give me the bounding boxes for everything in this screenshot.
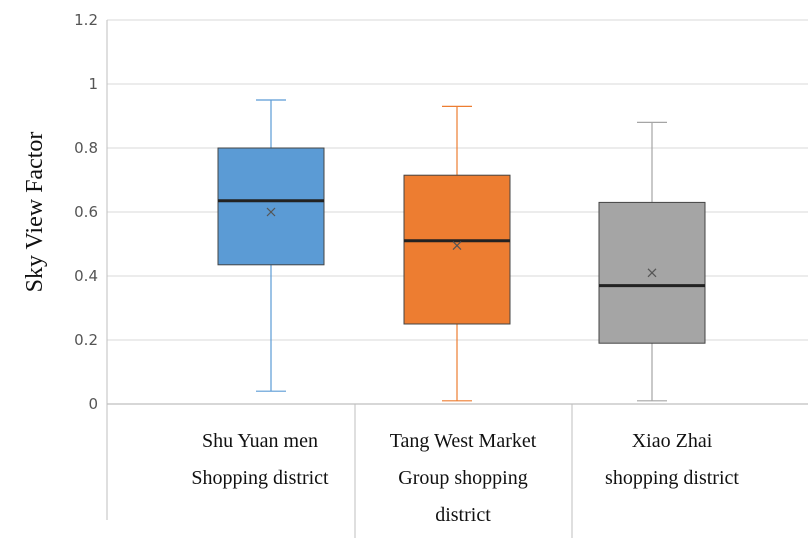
y-tick-label: 0.6 [74,203,98,221]
category-label: district [435,504,491,526]
iqr-box [403,174,511,325]
category-label: Shopping district [191,467,329,489]
box-1 [403,105,511,402]
mean-marker [452,241,462,251]
y-tick-label: 0.8 [74,139,98,157]
label-layer: 0 0.2 0.4 0.6 0.8 1 1.2 Shu Yuan men Shopping di… [74,11,739,526]
y-axis-title: Sky View Factor [22,132,48,293]
mean-marker [647,268,657,278]
y-tick-label: 1.2 [74,11,98,29]
category-label: Group shopping [398,467,527,489]
mean-marker [266,207,276,217]
category-label: shopping district [605,467,739,489]
category-label: Xiao Zhai [632,430,713,452]
y-tick-label: 0.4 [74,267,98,285]
category-label: Shu Yuan men [202,430,318,452]
y-tick-label: 1 [88,75,98,93]
axis-layer [106,20,808,538]
box-0 [217,99,325,392]
iqr-box [217,147,325,266]
box-2 [598,121,706,402]
y-tick-label: 0.2 [74,331,98,349]
box-layer [217,99,706,402]
y-tick-label: 0 [88,395,98,413]
category-label: Tang West Market [390,430,537,452]
